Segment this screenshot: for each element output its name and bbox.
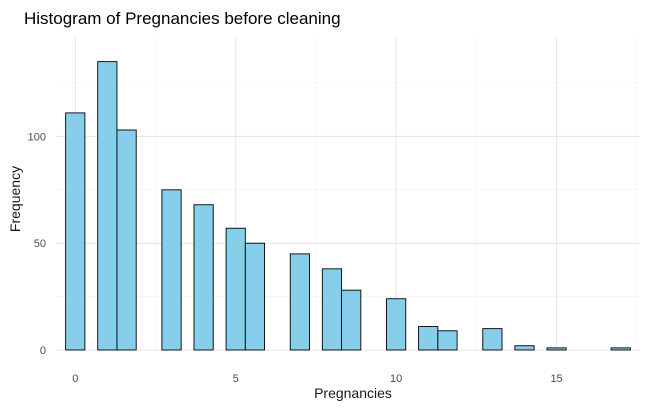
histogram-bar bbox=[437, 330, 458, 351]
x-tick-label: 10 bbox=[390, 373, 402, 385]
histogram-bar bbox=[244, 242, 266, 351]
y-axis-title: Frequency bbox=[7, 166, 23, 232]
histogram-bar bbox=[546, 347, 567, 351]
x-tick-label: 15 bbox=[550, 373, 562, 385]
histogram-bar bbox=[341, 289, 362, 351]
histogram-bar bbox=[97, 61, 118, 351]
y-tick-label: 50 bbox=[34, 238, 46, 250]
histogram-bar bbox=[386, 298, 407, 351]
histogram-bar bbox=[116, 129, 137, 351]
y-tick-label: 100 bbox=[28, 131, 46, 143]
y-tick-label: 0 bbox=[40, 345, 46, 357]
x-tick-label: 0 bbox=[72, 373, 78, 385]
x-tick-label: 5 bbox=[233, 373, 239, 385]
histogram-bar bbox=[418, 326, 439, 351]
x-axis-title: Pregnancies bbox=[314, 385, 392, 401]
histogram-bar bbox=[482, 328, 503, 351]
chart-title: Histogram of Pregnancies before cleaning bbox=[24, 9, 341, 28]
histogram-bar bbox=[610, 347, 631, 351]
histogram-bar bbox=[65, 112, 86, 351]
histogram-bar bbox=[193, 204, 214, 351]
histogram-bar bbox=[289, 253, 310, 351]
histogram-bar bbox=[321, 268, 343, 351]
grid-lines bbox=[56, 36, 640, 351]
histogram-bar bbox=[514, 345, 535, 351]
histogram-bar bbox=[161, 189, 182, 351]
histogram-bar bbox=[225, 227, 246, 351]
bars bbox=[65, 61, 631, 351]
tick-labels: 0 5 10 15 0 50 100 bbox=[28, 131, 563, 385]
